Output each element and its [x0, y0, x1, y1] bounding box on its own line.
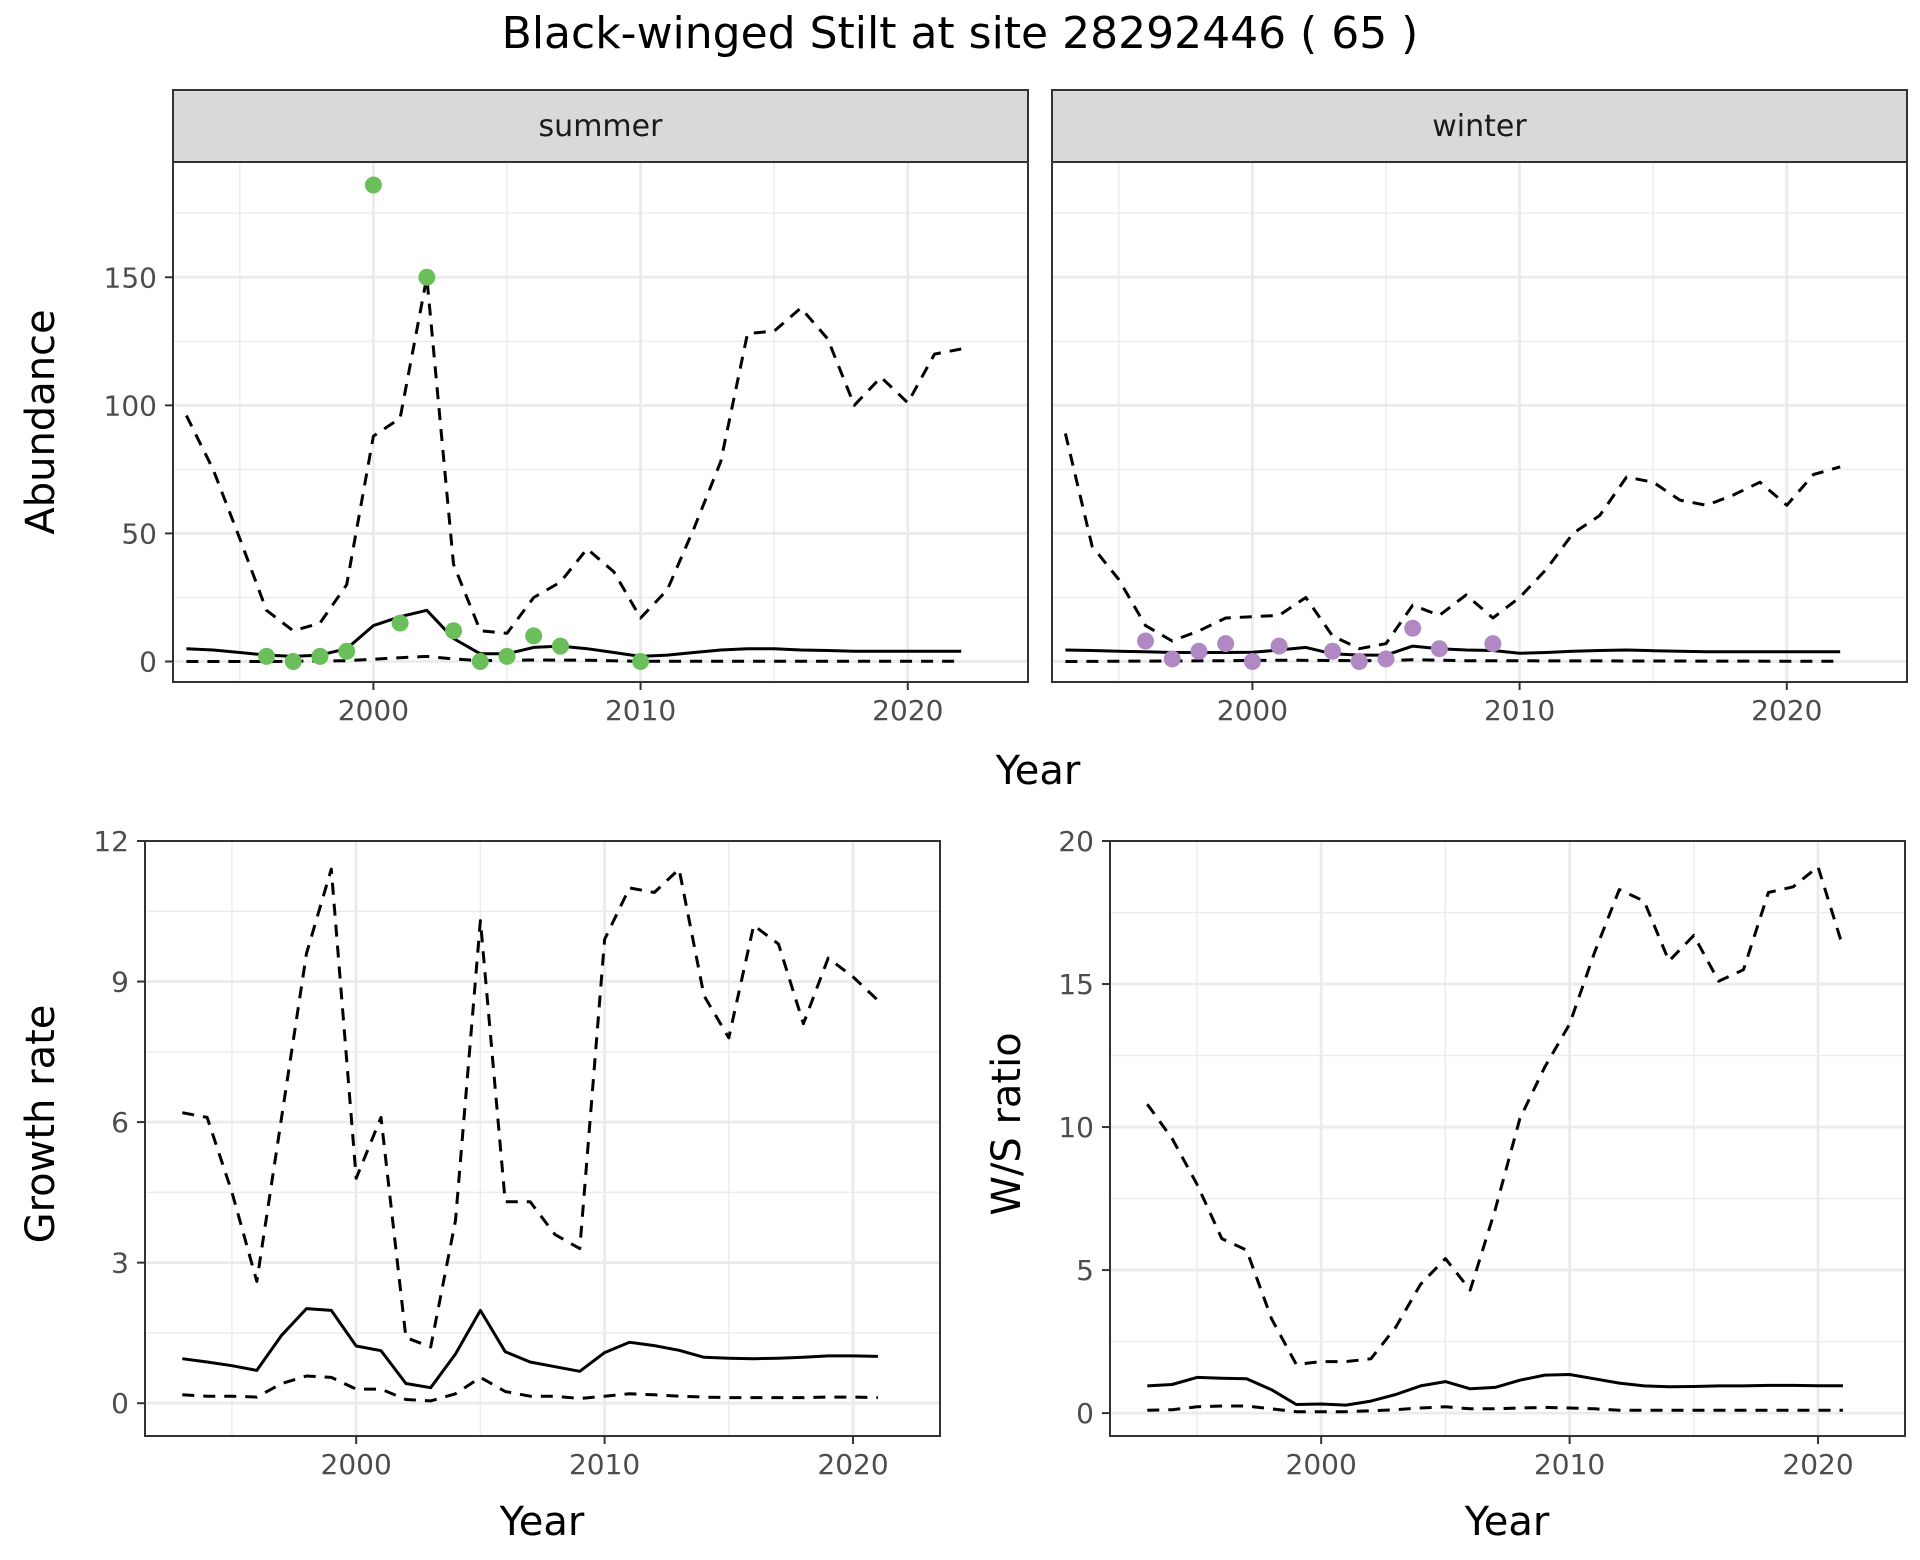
observed-point	[551, 637, 569, 655]
observed-point	[1270, 637, 1288, 655]
observed-point	[418, 268, 436, 286]
panel-border	[1109, 840, 1906, 1437]
observed-point	[1377, 650, 1395, 668]
observed-point	[391, 614, 409, 632]
plot-background	[145, 841, 940, 1436]
lower-bound-line	[182, 1374, 878, 1403]
y-tick-label: 15	[1058, 968, 1094, 1001]
upper-bound-line	[1146, 865, 1845, 1366]
panel-abundance-winter: winter 2000 2010 2020	[1051, 89, 1908, 727]
plot-background	[173, 162, 1028, 682]
upper-bound-line	[185, 275, 962, 635]
observed-point	[1324, 642, 1342, 660]
observed-point	[445, 622, 463, 640]
x-tick-label: 2020	[1782, 1448, 1853, 1481]
observed-point	[258, 647, 276, 665]
y-tick-label: 3	[111, 1247, 129, 1280]
observed-point	[1350, 653, 1368, 671]
lower-bound-line	[1147, 1404, 1843, 1414]
observed-point	[284, 653, 302, 671]
y-tick-label: 5	[1076, 1254, 1094, 1287]
x-tick-label: 2020	[1751, 694, 1822, 727]
observed-point	[471, 653, 489, 671]
observed-point	[1243, 653, 1261, 671]
y-tick-label: 10	[1058, 1111, 1094, 1144]
observed-point	[1484, 635, 1502, 653]
y-tick-label: 6	[111, 1106, 129, 1139]
facet-strip-label: winter	[1432, 109, 1527, 144]
x-tick-label: 2000	[321, 1448, 392, 1481]
growth-rate-y-axis-title: Growth rate	[18, 1005, 64, 1244]
abundance-y-axis-title: Abundance	[18, 309, 64, 534]
observed-point	[1190, 642, 1208, 660]
y-tick-label: 0	[111, 1387, 129, 1420]
facet-strip	[1051, 89, 1908, 163]
facet-strip-label: summer	[539, 109, 664, 144]
observed-point	[364, 176, 382, 194]
ws-ratio-x-axis-title: Year	[1464, 1499, 1550, 1545]
panel-border	[144, 840, 941, 1437]
abundance-x-axis-title: Year	[995, 748, 1081, 794]
y-tick-label: 50	[121, 517, 157, 550]
observed-point	[1404, 619, 1422, 637]
lower-bound-line	[1065, 658, 1841, 663]
y-tick-label: 12	[93, 825, 129, 858]
observed-point	[311, 647, 329, 665]
observed-point	[1163, 650, 1181, 668]
ws-ratio-y-axis-title: W/S ratio	[984, 1032, 1030, 1215]
x-tick-label: 2000	[1286, 1448, 1357, 1481]
y-tick-label: 0	[139, 646, 157, 679]
observed-point	[1217, 635, 1235, 653]
panel-border	[172, 161, 1029, 683]
panel-growth-rate: 2000 2010 2020 0 3 6 9 12	[93, 825, 941, 1481]
y-tick-label: 150	[104, 261, 157, 294]
observed-point	[632, 653, 650, 671]
mean-line	[182, 1307, 878, 1390]
main-title: Black-winged Stilt at site 28292446 ( 65…	[502, 8, 1419, 59]
x-tick-label: 2020	[872, 694, 943, 727]
observed-point	[525, 627, 543, 645]
observed-point	[1430, 640, 1448, 658]
plot-background	[1052, 162, 1907, 682]
upper-bound-line	[182, 867, 879, 1349]
panel-ws-ratio: 2000 2010 2020 0 5 10 15 20	[1058, 825, 1906, 1481]
facet-strip	[172, 89, 1029, 163]
x-tick-label: 2010	[569, 1448, 640, 1481]
y-tick-label: 100	[104, 389, 157, 422]
observed-point	[1137, 632, 1155, 650]
x-tick-label: 2000	[338, 694, 409, 727]
y-tick-label: 0	[1076, 1397, 1094, 1430]
panel-abundance-summer: summer 2000 2010 2020 0 50 100 150	[104, 89, 1029, 727]
x-tick-label: 2010	[1534, 1448, 1605, 1481]
observed-point	[338, 642, 356, 660]
growth-rate-x-axis-title: Year	[499, 1499, 585, 1545]
x-tick-label: 2010	[605, 694, 676, 727]
y-tick-label: 9	[111, 966, 129, 999]
panel-border	[1051, 161, 1908, 683]
x-tick-label: 2000	[1217, 694, 1288, 727]
plot-background	[1110, 841, 1905, 1436]
x-tick-label: 2010	[1484, 694, 1555, 727]
observed-point	[498, 647, 516, 665]
x-tick-label: 2020	[817, 1448, 888, 1481]
y-tick-label: 20	[1058, 825, 1094, 858]
mean-line	[1147, 1373, 1843, 1407]
